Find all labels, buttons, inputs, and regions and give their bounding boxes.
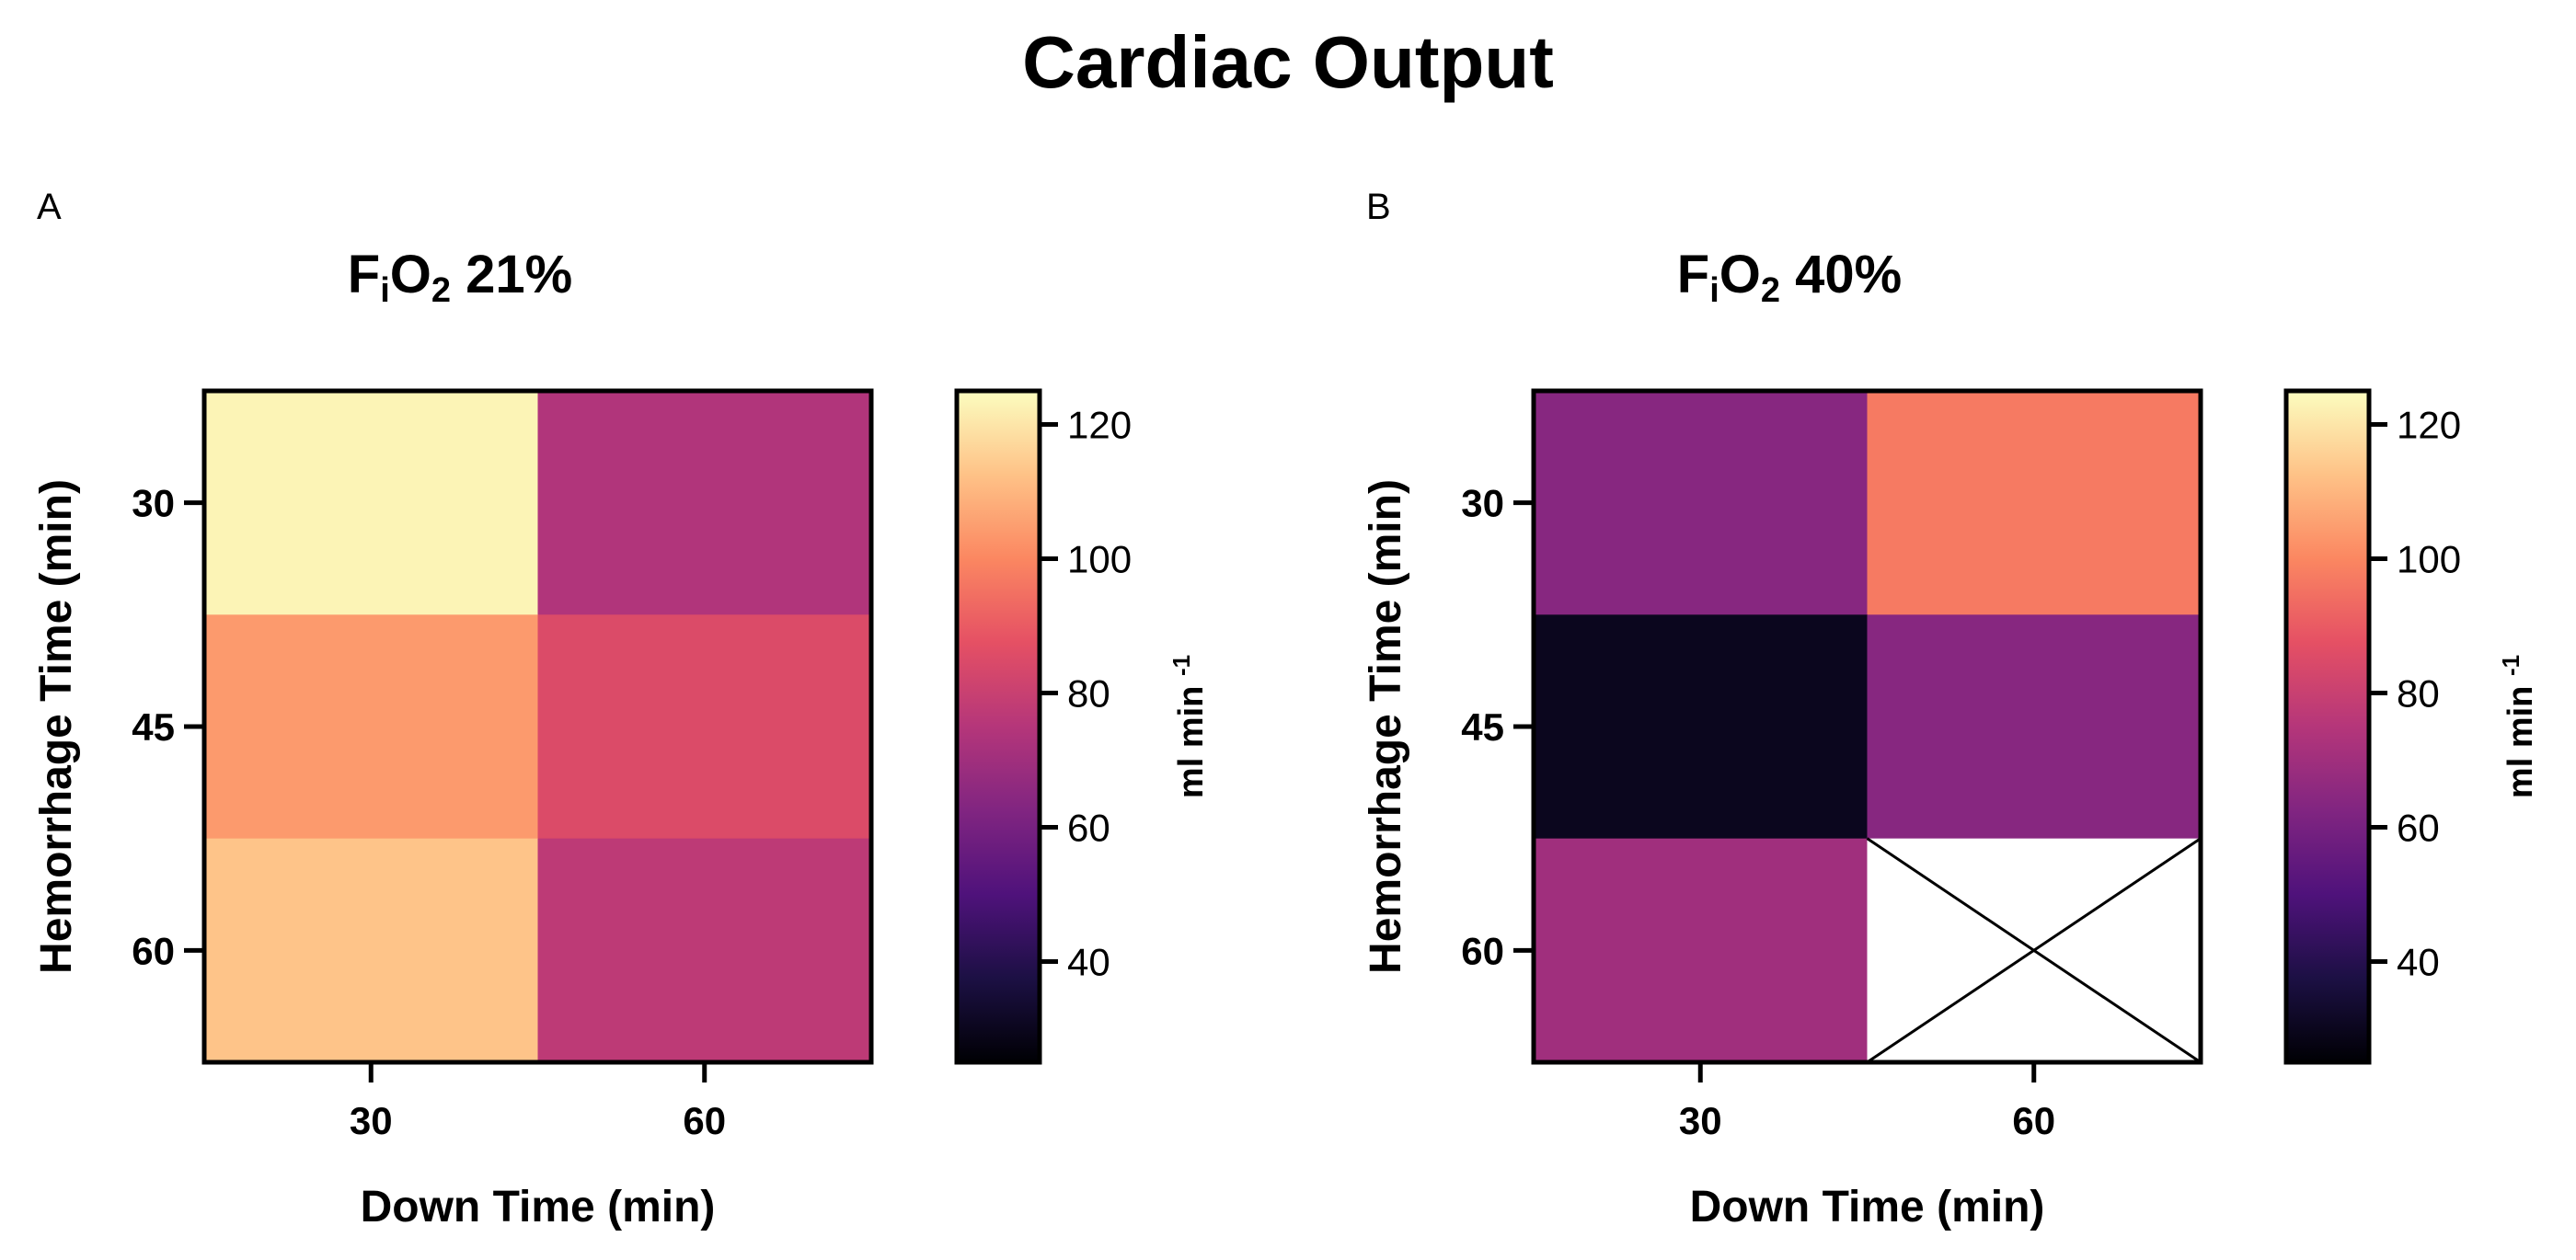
colorbar-tick-label: 80: [1067, 672, 1110, 716]
heatmap-cell: [204, 614, 538, 840]
y-tick-label: 45: [1461, 705, 1504, 749]
colorbar-tick-label: 40: [1067, 941, 1110, 984]
panel-letter: A: [37, 187, 62, 227]
heatmap-cell: [1534, 614, 1868, 840]
heatmap-cell: [537, 838, 872, 1063]
colorbar-tick-label: 100: [2397, 538, 2461, 581]
colorbar-label: ml min -1: [1167, 655, 1211, 798]
y-tick-label: 30: [132, 482, 175, 525]
y-axis-label: Hemorrhage Time (min): [32, 479, 81, 974]
x-tick-label: 30: [350, 1099, 393, 1142]
panel-title: FiO2 21%: [348, 245, 572, 310]
colorbar-tick-label: 80: [2397, 672, 2440, 716]
colorbar-frame: [2283, 388, 2372, 1065]
heatmap-cell: [537, 391, 872, 615]
y-axis-label: Hemorrhage Time (min): [1362, 479, 1410, 974]
colorbar: [2286, 391, 2369, 1062]
colorbar-tick-label: 40: [2397, 941, 2440, 984]
panels: A FiO2 21% 30 45 60 30 60 Down Time (min) Hemorr…: [32, 187, 2540, 1231]
colorbar: [957, 391, 1040, 1062]
y-tick-label: 45: [132, 705, 175, 749]
panel-b: B FiO2 40% 30 45 60 30 60 Down Time (min) Hemorr…: [1362, 187, 2540, 1231]
colorbar-tick-label: 120: [1067, 404, 1132, 447]
x-tick-label: 30: [1679, 1099, 1722, 1142]
y-tick-label: 60: [1461, 929, 1504, 972]
colorbar-label: ml min -1: [2497, 655, 2540, 798]
heatmap-cell: [1534, 391, 1868, 615]
y-tick-label: 30: [1461, 482, 1504, 525]
x-axis-label: Down Time (min): [1690, 1183, 2045, 1231]
heatmap-cell: [1867, 614, 2202, 840]
x-axis-label: Down Time (min): [361, 1183, 716, 1231]
heatmap-cell: [204, 391, 538, 615]
heatmap-cell: [537, 614, 872, 840]
x-tick-label: 60: [683, 1099, 726, 1142]
colorbar-tick-label: 100: [1067, 538, 1132, 581]
panel-a: A FiO2 21% 30 45 60 30 60 Down Time (min) Hemorr…: [32, 187, 1211, 1231]
missing-cross-line: [1866, 837, 2202, 1064]
figure-title: Cardiac Output: [1022, 21, 1554, 103]
panel-letter: B: [1366, 187, 1391, 227]
colorbar-tick-label: 120: [2397, 404, 2461, 447]
heatmap-cell: [1534, 838, 1868, 1063]
x-tick-label: 60: [2012, 1099, 2055, 1142]
colorbar-tick-label: 60: [1067, 807, 1110, 850]
colorbar-tick-label: 60: [2397, 807, 2440, 850]
heatmap-cell: [204, 838, 538, 1063]
y-tick-label: 60: [132, 929, 175, 972]
colorbar-frame: [954, 388, 1042, 1065]
heatmap-cell: [1867, 391, 2202, 615]
panel-title: FiO2 40%: [1677, 245, 1902, 310]
